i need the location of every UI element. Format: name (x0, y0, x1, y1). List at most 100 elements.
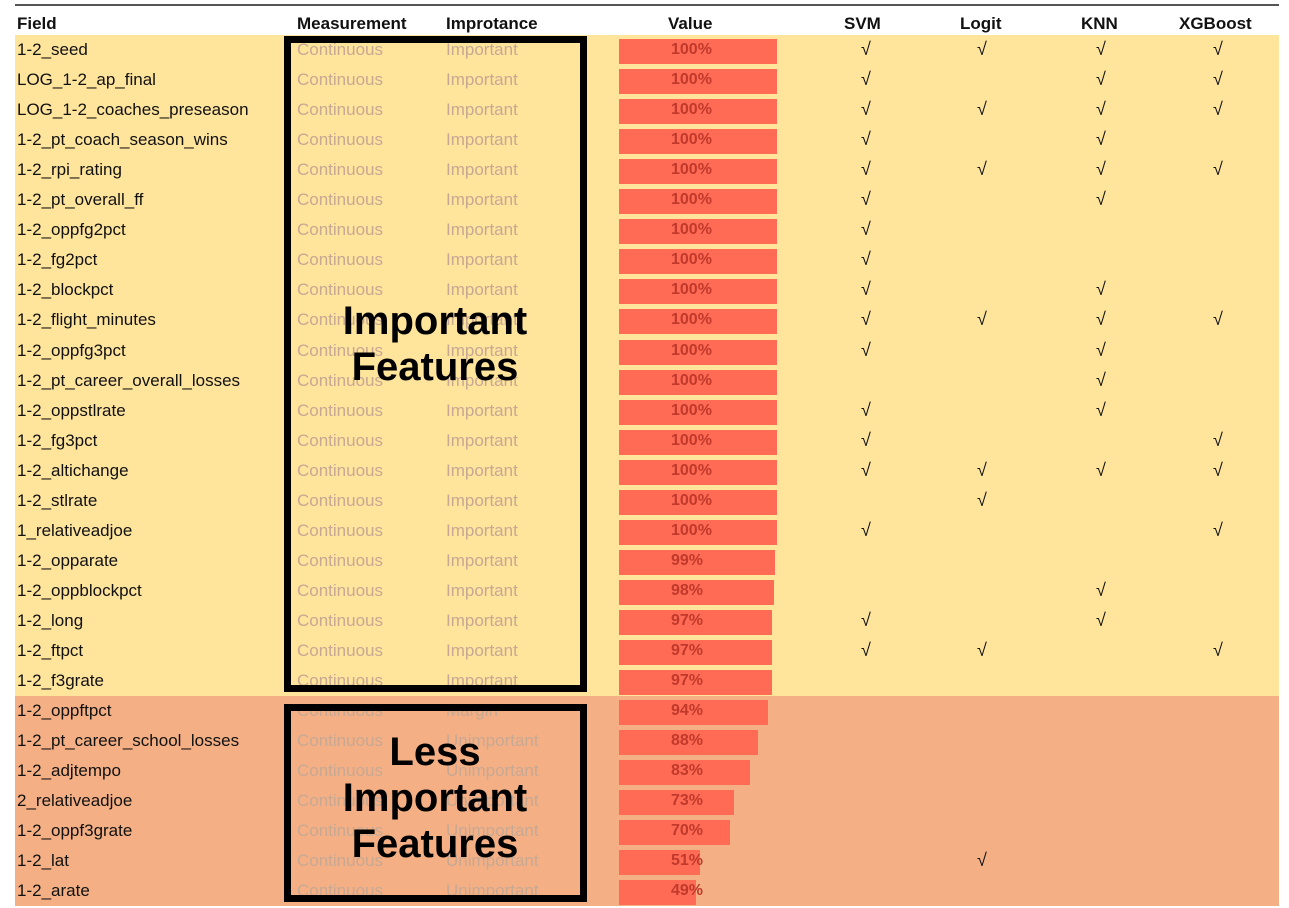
field-name: 1-2_ftpct (17, 641, 84, 660)
table-header: Field Measurement Improtance Value SVM L… (15, 10, 1279, 38)
check-icon-svm: √ (861, 159, 871, 180)
check-icon-logit: √ (977, 640, 987, 660)
field-name: LOG_1-2_ap_final (17, 70, 156, 90)
table-row: 1-2_oppfg2pct Continuous Important 100% √ (15, 215, 1279, 245)
importance-cell: Important (446, 340, 518, 360)
check-icon-svm: √ (861, 189, 871, 210)
table-row: 1-2_opparate Continuous Important 99% (15, 546, 1279, 576)
field-name: 1-2_pt_overall_ff (17, 190, 144, 210)
value-bar (619, 429, 777, 455)
table-row: 1-2_long Continuous Important 97% √ √ (15, 606, 1279, 636)
check-icon-xgb: √ (1213, 429, 1223, 450)
measurement-cell: Continuous (297, 550, 384, 570)
field-name: 1-2_rpi_rating (17, 160, 122, 180)
value-label: 100% (671, 341, 712, 359)
less-important-features-box (284, 704, 587, 902)
value-bar (619, 69, 777, 95)
check-icon-knn: √ (1096, 579, 1106, 600)
measurement-cell: Continuous (297, 821, 384, 841)
check-icon-knn: √ (1096, 459, 1106, 480)
measurement-cell: Continuous (297, 641, 384, 660)
table-row: 1-2_seed Continuous Important 100% √ √ √ √ (15, 35, 1279, 65)
measurement-cell: Continuous (297, 220, 384, 240)
check-icon-knn: √ (1096, 399, 1106, 420)
measurement-cell: Continuous (297, 190, 384, 210)
field-name: 1-2_oppstlrate (17, 400, 126, 420)
check-icon-xgb: √ (1213, 309, 1223, 330)
check-icon-knn: √ (1096, 99, 1106, 120)
measurement-cell: Continuous (297, 40, 384, 59)
header-value: Value (668, 14, 713, 33)
check-icon-xgb: √ (1213, 99, 1223, 120)
value-label: 94% (671, 702, 704, 720)
value-label: 83% (671, 762, 704, 780)
header-knn: KNN (1081, 14, 1118, 33)
value-bar (619, 459, 777, 485)
check-icon-xgb: √ (1213, 69, 1223, 90)
importance-cell: Unimportant (446, 731, 539, 751)
field-name: 1-2_blockpct (17, 280, 114, 300)
importance-cell: Important (446, 250, 518, 270)
value-label: 51% (671, 852, 704, 870)
field-name: 1_relativeadjoe (17, 520, 133, 540)
importance-cell: Important (446, 40, 518, 59)
top-rule (15, 4, 1279, 6)
value-label: 98% (671, 581, 704, 599)
value-label: 100% (671, 191, 712, 209)
field-name: 1-2_opparate (17, 550, 119, 570)
check-icon-logit: √ (977, 309, 987, 330)
field-name: 1-2_oppf3grate (17, 821, 133, 841)
value-bar (619, 790, 735, 816)
check-icon-svm: √ (861, 609, 871, 630)
importance-cell: Unimportant (446, 761, 539, 781)
value-bar (619, 760, 751, 786)
value-bar (619, 309, 777, 335)
table-row: 1-2_blockpct Continuous Important 100% √ √ (15, 275, 1279, 305)
value-label: 100% (671, 221, 712, 239)
value-bar (619, 609, 773, 635)
importance-cell: Important (446, 490, 518, 510)
table-row: 1-2_fg2pct Continuous Important 100% √ (15, 245, 1279, 275)
measurement-cell: Continuous (297, 130, 384, 150)
check-icon-svm: √ (861, 459, 871, 480)
check-icon-svm: √ (861, 99, 871, 120)
check-icon-logit: √ (977, 489, 987, 510)
table-row: 1-2_altichange Continuous Important 100% √ √ √… (15, 456, 1279, 486)
check-icon-knn: √ (1096, 159, 1106, 180)
check-icon-xgb: √ (1213, 640, 1223, 660)
table-row: 2_relativeadjoe Continuous Unimportant 73% (15, 786, 1279, 816)
importance-cell: Important (446, 400, 518, 420)
value-bar (619, 369, 777, 395)
check-icon-knn: √ (1096, 69, 1106, 90)
field-name: 1-2_altichange (17, 460, 129, 480)
measurement-cell: Continuous (297, 160, 384, 180)
table-row: 1-2_lat Continuous Unimportant 51% √ (15, 846, 1279, 876)
value-bar (619, 129, 777, 155)
value-label: 97% (671, 642, 704, 659)
check-icon-logit: √ (977, 99, 987, 120)
check-icon-svm: √ (861, 279, 871, 300)
table-row: 1-2_pt_career_overall_losses Continuous Im… (15, 366, 1279, 396)
importance-cell: Unimportant (446, 821, 539, 841)
table-row: 1-2_oppf3grate Continuous Unimportant 70% (15, 816, 1279, 846)
important-features-label: Important Features (342, 299, 528, 389)
header-svm: SVM (844, 14, 881, 33)
importance-cell: Important (446, 580, 518, 600)
value-bar (619, 159, 777, 185)
value-bar (619, 219, 777, 245)
table-row: 1-2_f3grate Continuous Important 97% (15, 666, 1279, 696)
measurement-cell: Continuous (297, 490, 384, 510)
importance-cell: Important (446, 310, 518, 330)
table-row: 1-2_arate Continuous Unimportant 49% (15, 876, 1279, 906)
value-label: 73% (671, 792, 704, 810)
measurement-cell: Continuous (297, 520, 384, 540)
value-bar (619, 579, 774, 605)
importance-cell: Important (446, 610, 518, 630)
check-icon-svm: √ (861, 309, 871, 330)
header-measurement: Measurement (297, 14, 407, 33)
table-row: 1-2_stlrate Continuous Important 100% √ (15, 486, 1279, 516)
measurement-cell: Continuous (297, 310, 384, 330)
field-name: 1-2_pt_coach_season_wins (17, 130, 228, 150)
check-icon-svm: √ (861, 339, 871, 360)
table-row: 1-2_flight_minutes Continuous Important 100… (15, 305, 1279, 335)
